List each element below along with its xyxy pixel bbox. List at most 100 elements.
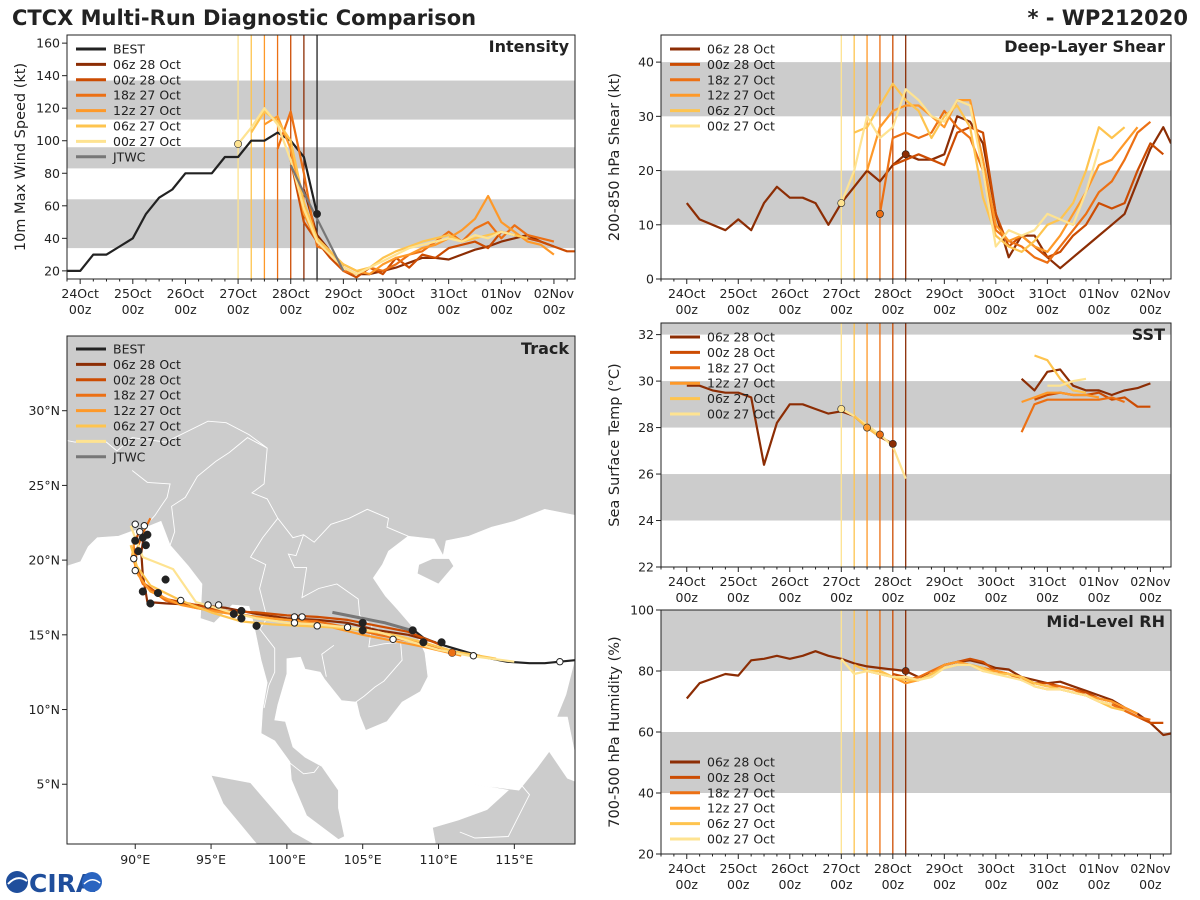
sst-xtick-sublabel: 00z	[985, 590, 1008, 605]
shear-xtick-label: 28Oct	[874, 286, 912, 301]
intensity-legend-label-best: BEST	[113, 42, 145, 57]
sst-ytick-label-32: 32	[638, 327, 654, 342]
intensity-frame	[66, 34, 576, 280]
shear-xtick-label: 27Oct	[823, 286, 861, 301]
rh-xtick-label: 02Nov	[1130, 861, 1171, 876]
rh-xtick-label: 25Oct	[720, 861, 758, 876]
intensity-ytick-label-20: 20	[44, 263, 60, 278]
rh-ytick-label-80: 80	[638, 664, 654, 679]
shear-series-06z-27-oct-4	[853, 82, 1126, 253]
track-xtick-label: 90°E	[120, 852, 150, 867]
track-point-34	[448, 648, 457, 657]
track-xtick-label: 95°E	[196, 852, 226, 867]
shear-xtick-sublabel: 00z	[1088, 302, 1111, 317]
shear-series-00z-27-oct-5	[840, 88, 1100, 248]
intensity-legend-label-06z-28-oct: 06z 28 Oct	[113, 57, 181, 72]
track-legend-label-06z-28-oct: 06z 28 Oct	[113, 357, 181, 372]
intensity-ytick-label-60: 60	[44, 198, 60, 213]
track-point-11	[290, 613, 299, 621]
shear-ytick-label-30: 30	[638, 109, 654, 124]
track-ytick-label: 5°N	[36, 777, 60, 792]
rh-xtick-sublabel: 00z	[676, 877, 699, 892]
track-point-20	[161, 575, 170, 584]
track-point-24	[131, 566, 139, 575]
rh-xtick-sublabel: 00z	[830, 877, 853, 892]
track-xtick-label: 105°E	[344, 852, 382, 867]
sst-ylabel: Sea Surface Temp (°C)	[607, 363, 623, 526]
track-border-7	[340, 836, 356, 840]
intensity-xtick-sublabel: 00z	[543, 302, 566, 317]
shear-xtick-sublabel: 00z	[779, 302, 802, 317]
sst-legend-label-06z-27-oct: 06z 27 Oct	[707, 391, 775, 406]
figure-title: CTCX Multi-Run Diagnostic Comparison	[12, 6, 476, 30]
track-xtick-label: 100°E	[268, 852, 306, 867]
intensity-series-jtwc-7	[289, 164, 345, 272]
cira-logo: CIRA	[6, 869, 102, 898]
track-point-25	[130, 554, 138, 563]
sst-plot-area	[661, 323, 1171, 567]
shear-xtick-sublabel: 00z	[985, 302, 1008, 317]
sst-ytick-label-30: 30	[638, 374, 654, 389]
shear-title: Deep-Layer Shear	[1004, 37, 1165, 56]
intensity-ytick-label-120: 120	[36, 101, 60, 116]
cira-logo-seal-wave-icon	[83, 879, 101, 885]
track-ytick-label: 15°N	[28, 627, 60, 642]
track-ytick-label: 20°N	[28, 553, 60, 568]
track-point-19	[177, 596, 185, 605]
track-point-4	[408, 626, 417, 635]
sst-marker-0	[837, 405, 846, 413]
track-border-8	[459, 785, 531, 839]
track-point-22	[146, 599, 155, 608]
rh-panel: 2040608010024Oct00z25Oct00z26Oct00z27Oct…	[607, 603, 1172, 892]
track-frame	[66, 335, 576, 845]
shear-xtick-label: 24Oct	[668, 286, 706, 301]
sst-xtick-label: 27Oct	[823, 574, 861, 589]
track-legend-label-00z-28-oct: 00z 28 Oct	[113, 372, 181, 387]
shear-frame	[660, 34, 1172, 280]
cira-logo-swoosh-icon	[7, 877, 28, 885]
track-legend-label-06z-27-oct: 06z 27 Oct	[113, 419, 181, 434]
track-point-17	[214, 601, 223, 609]
track-point-10	[298, 613, 306, 621]
sst-band-2	[661, 323, 1171, 335]
rh-xtick-sublabel: 00z	[985, 877, 1008, 892]
track-point-9	[313, 622, 321, 630]
shear-series-18z-27-oct-2	[878, 109, 1152, 264]
track-legend-label-00z-27-oct: 00z 27 Oct	[113, 434, 181, 449]
sst-frame	[660, 322, 1172, 568]
sst-xtick-sublabel: 00z	[882, 590, 905, 605]
sst-xtick-sublabel: 00z	[1088, 590, 1111, 605]
rh-xtick-label: 28Oct	[874, 861, 912, 876]
rh-xtick-label: 26Oct	[771, 861, 809, 876]
sst-xtick-label: 24Oct	[668, 574, 706, 589]
intensity-marker-0	[234, 140, 242, 148]
intensity-xtick-label: 24Oct	[61, 286, 99, 301]
track-point-21	[153, 588, 163, 598]
rh-ytick-label-100: 100	[630, 603, 654, 618]
track-point-3	[419, 638, 428, 647]
track-point-33	[141, 541, 150, 550]
rh-band-1	[661, 610, 1171, 671]
track-point-29	[136, 528, 144, 536]
shear-ytick-label-10: 10	[638, 217, 654, 232]
rh-band-0	[661, 732, 1171, 793]
track-legend-label-jtwc: JTWC	[112, 449, 146, 464]
track-point-1	[469, 652, 478, 660]
intensity-legend-label-18z-27-oct: 18z 27 Oct	[113, 88, 181, 103]
sst-series-12z-27-oct-4	[1021, 391, 1100, 404]
shear-ytick-label-0: 0	[646, 272, 654, 287]
sst-legend-label-00z-28-oct: 00z 28 Oct	[707, 345, 775, 360]
track-line-jtwc	[332, 610, 412, 632]
rh-legend-label-00z-28-oct: 00z 28 Oct	[707, 770, 775, 785]
track-point-32	[131, 520, 139, 528]
sst-xtick-sublabel: 00z	[933, 590, 956, 605]
shear-legend-label-00z-28-oct: 00z 28 Oct	[707, 57, 775, 72]
sst-legend-label-06z-28-oct: 06z 28 Oct	[707, 330, 775, 345]
rh-xtick-sublabel: 00z	[882, 877, 905, 892]
rh-xtick-label: 29Oct	[926, 861, 964, 876]
rh-xtick-label: 24Oct	[668, 861, 706, 876]
intensity-xtick-sublabel: 00z	[174, 302, 197, 317]
rh-title: Mid-Level RH	[1046, 612, 1165, 631]
track-point-8	[343, 623, 352, 632]
